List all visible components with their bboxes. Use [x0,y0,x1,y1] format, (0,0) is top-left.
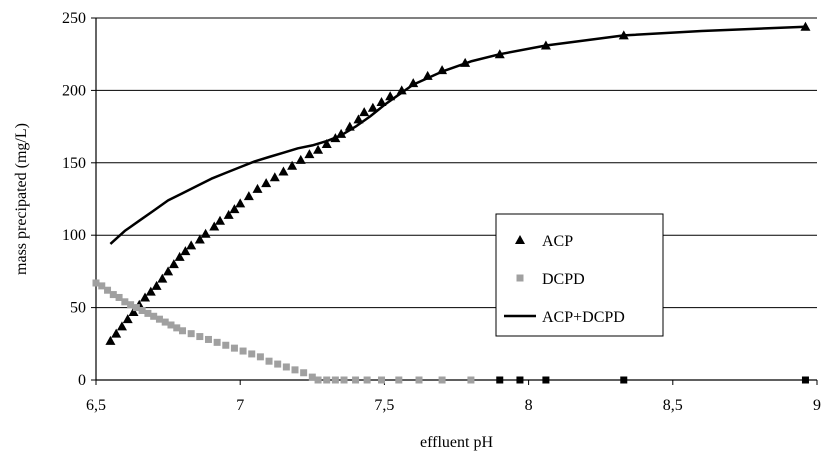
point-acp [270,172,280,181]
point-dcpd [222,342,229,349]
point-dcpd [378,377,385,384]
x-tick-label: 8,5 [663,397,683,414]
point-dcpd [179,327,186,334]
legend-label-acp-dcpd: ACP+DCPD [542,309,625,326]
y-tick-label: 200 [62,82,86,99]
grid-layer [96,18,817,308]
y-axis-title: mass precipated (mg/L) [13,123,30,275]
x-axis-title: effluent pH [420,434,493,451]
point-dcpd [231,345,238,352]
point-dcpd [516,377,523,384]
x-tick-label: 9 [813,397,821,414]
point-acp [385,91,395,100]
point-dcpd [416,377,423,384]
point-acp [377,97,387,106]
legend-marker-dcpd [517,275,524,282]
point-dcpd [196,333,203,340]
point-dcpd [467,377,474,384]
series-line-acp-dcpd [110,27,805,244]
point-dcpd [496,377,503,384]
point-dcpd [188,330,195,337]
point-acp [253,184,263,193]
legend: ACP DCPD ACP+DCPD [496,214,663,336]
point-acp [261,178,271,187]
point-dcpd [283,363,290,370]
legend-label-acp: ACP [542,233,573,250]
point-acp [235,198,245,207]
y-tick-label: 100 [62,227,86,244]
point-acp [359,107,369,116]
y-tick-label: 50 [70,300,86,317]
x-tick-label: 7,5 [374,397,394,414]
point-acp [215,216,225,225]
point-acp [296,155,306,164]
point-dcpd [364,377,371,384]
point-acp [287,161,297,170]
point-acp [304,149,314,158]
point-dcpd [315,377,322,384]
point-dcpd [323,377,330,384]
point-acp [345,122,355,131]
point-dcpd [240,348,247,355]
point-acp [313,145,323,154]
point-dcpd [395,377,402,384]
point-dcpd [439,377,446,384]
point-dcpd [291,366,298,373]
point-dcpd [332,377,339,384]
legend-label-dcpd: DCPD [542,271,585,288]
point-dcpd [300,369,307,376]
y-tick-label: 0 [78,372,86,389]
series-layer [93,22,811,384]
point-dcpd [802,377,809,384]
point-dcpd [274,361,281,368]
point-acp [368,103,378,112]
point-dcpd [341,377,348,384]
point-dcpd [205,336,212,343]
point-dcpd [266,358,273,365]
point-dcpd [352,377,359,384]
point-dcpd [248,350,255,357]
point-acp [244,191,254,200]
x-tick-label: 7 [236,397,244,414]
point-dcpd [620,377,627,384]
x-tick-label: 8 [525,397,533,414]
point-dcpd [214,339,221,346]
y-tick-label: 250 [62,10,86,27]
point-acp [201,229,211,238]
point-acp [186,240,196,249]
y-tick-label: 150 [62,155,86,172]
point-dcpd [542,377,549,384]
x-tick-label: 6,5 [86,397,106,414]
axis-layer: 0 50 100 150 200 250 6,5 7 7,5 8 8,5 9 effluent pH ma… [13,10,821,451]
point-acp [278,166,288,175]
point-dcpd [257,353,264,360]
